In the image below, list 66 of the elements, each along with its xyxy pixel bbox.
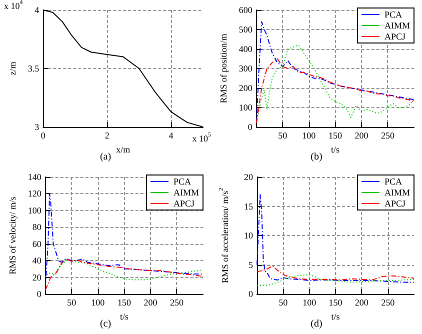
x-tick-label: 150: [117, 298, 132, 308]
x-tick-label: 250: [380, 130, 395, 140]
x-axis-title: x/m: [116, 144, 130, 154]
y-tick-label: 60: [32, 238, 42, 249]
legend-label: PCA: [384, 176, 403, 186]
y-tick-label: 300: [238, 64, 253, 74]
y-tick-label: 140: [28, 172, 42, 182]
y-tick-label: 200: [238, 83, 253, 93]
line-series: [256, 274, 414, 286]
x-tick-label: 200: [354, 298, 369, 308]
legend-label: APCJ: [384, 198, 406, 208]
legend-label: AIMM: [384, 20, 410, 30]
text: (d): [310, 318, 322, 330]
x-tick-label: 4: [168, 130, 174, 140]
x-tick-label: 50: [278, 298, 288, 308]
line-series: [44, 260, 204, 280]
x-tick-label: 150: [328, 298, 343, 308]
y-tick-label: 40: [32, 256, 42, 266]
y-tick-label: 4: [34, 5, 40, 15]
x-axis-title: t/s: [120, 311, 129, 322]
legend-label: APCJ: [174, 198, 196, 208]
legend-label: AIMM: [174, 188, 200, 198]
y-axis-title: RMS of velocity/ m/s: [8, 196, 18, 274]
x-axis-title: t/s: [331, 311, 340, 322]
x-tick-label: 100: [302, 298, 317, 308]
legend-label: PCA: [384, 10, 403, 20]
x-tick-label: 50: [67, 298, 77, 308]
line-series: [256, 265, 414, 280]
y-tick-label: 120: [28, 188, 42, 199]
y-tick-label: 20: [244, 172, 254, 182]
y-tick-label: 600: [238, 5, 253, 15]
x-tick-label: 50: [278, 130, 288, 140]
x-tick-label: 200: [144, 298, 158, 308]
y-tick-label: 5: [248, 260, 254, 270]
y-tick-label: 500: [238, 24, 253, 34]
x-tick-label: 250: [381, 298, 396, 308]
legend-label: AIMM: [384, 188, 410, 198]
y-tick-label: 15: [244, 201, 254, 212]
line-series: [44, 258, 204, 290]
x-tick-label: 200: [354, 130, 369, 140]
y-tick-label: 400: [238, 44, 253, 54]
y-tick-label: 10: [244, 230, 254, 240]
line-series: [256, 194, 414, 283]
y-tick-label: 0: [36, 289, 42, 299]
line-series: [256, 58, 414, 124]
y-tick-label: 0: [248, 289, 254, 299]
text: (a): [100, 152, 112, 162]
x-axis-title: t/s: [330, 144, 340, 154]
y-axis-title: z/m: [8, 62, 18, 76]
legend-label: APCJ: [384, 32, 406, 42]
y-tick-label: 20: [32, 272, 42, 282]
y-tick-label: 100: [238, 102, 253, 112]
text: (b): [310, 152, 322, 162]
y-axis-title: RMS of position/m: [218, 34, 228, 104]
y-tick-label: 100: [28, 205, 42, 216]
y-tick-label: 3: [34, 122, 40, 132]
x-tick-label: 250: [170, 298, 184, 308]
text: (c): [100, 318, 112, 330]
y-tick-label: 0: [248, 122, 253, 132]
y-tick-label: 3.5: [28, 64, 40, 74]
x-tick-label: 100: [302, 130, 316, 140]
x-tick-label: 100: [91, 298, 106, 308]
x-tick-label: 150: [328, 130, 342, 140]
x-tick-label: 2: [104, 130, 110, 140]
y-tick-label: 80: [32, 222, 42, 232]
legend-label: PCA: [174, 176, 192, 186]
